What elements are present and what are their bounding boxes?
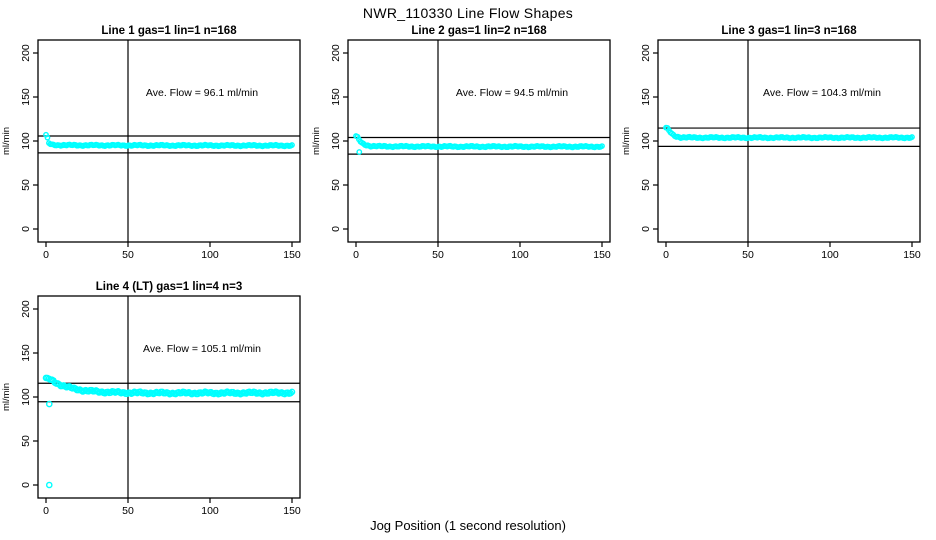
y-tick-label: 0 — [330, 226, 342, 232]
x-tick-label: 150 — [593, 249, 611, 261]
y-axis-title: ml/min — [621, 127, 632, 155]
data-point — [251, 388, 259, 396]
figure-title: NWR_110330 Line Flow Shapes — [362, 5, 574, 21]
panel-title: Line 3 gas=1 lin=3 n=168 — [721, 25, 857, 37]
y-tick-label: 50 — [640, 179, 652, 191]
x-tick-label: 0 — [43, 249, 49, 261]
data-point — [289, 142, 295, 148]
panel-plot: Line 3 gas=1 lin=3 n=168 0 50 100 150 0 50 100 1… — [621, 25, 921, 261]
x-tick-label: 0 — [43, 505, 49, 517]
data-point — [599, 143, 605, 150]
plot-box — [347, 39, 611, 243]
x-tick-label: 0 — [663, 249, 669, 261]
ave-flow-annotation: Ave. Flow = 105.1 ml/min — [143, 343, 261, 355]
y-tick-label: 150 — [20, 88, 32, 106]
outlier-point — [45, 481, 53, 489]
x-tick-label: 100 — [201, 505, 219, 517]
ave-flow-annotation: Ave. Flow = 96.1 ml/min — [146, 87, 258, 99]
x-tick-label: 50 — [122, 249, 134, 261]
panel-line-3: Line 3 gas=1 lin=3 n=168 0 50 100 150 0 50 100 1… — [620, 22, 932, 267]
panel-line-2: Line 2 gas=1 lin=2 n=168 0 50 100 150 0 50 100 1… — [310, 22, 622, 267]
x-tick-label: 50 — [122, 505, 134, 517]
outlier-point — [356, 149, 363, 155]
x-tick-label: 100 — [201, 249, 219, 261]
panel-plot: Line 4 (LT) gas=1 lin=4 n=3 0 50 100 150 0 50 1… — [1, 281, 301, 517]
panel-line-4: Line 4 (LT) gas=1 lin=4 n=3 0 50 100 150 0 50 1… — [0, 278, 312, 523]
y-tick-label: 50 — [330, 179, 342, 191]
panel-title: Line 2 gas=1 lin=2 n=168 — [411, 25, 547, 37]
x-axis-title: Jog Position (1 second resolution) — [370, 518, 566, 533]
y-tick-label: 100 — [640, 132, 652, 150]
y-tick-label: 150 — [330, 88, 342, 106]
y-tick-label: 200 — [640, 44, 652, 62]
x-tick-label: 150 — [283, 505, 301, 517]
y-tick-label: 200 — [20, 300, 32, 318]
y-axis-title: ml/min — [1, 127, 12, 155]
y-tick-label: 50 — [20, 435, 32, 447]
ave-flow-annotation: Ave. Flow = 94.5 ml/min — [456, 87, 568, 99]
panel-title: Line 1 gas=1 lin=1 n=168 — [101, 25, 237, 37]
panel-plot: Line 1 gas=1 lin=1 n=168 0 50 100 150 0 50 100 1… — [1, 25, 301, 261]
x-tick-label: 100 — [511, 249, 529, 261]
y-axis-title: ml/min — [311, 127, 322, 155]
x-tick-label: 150 — [903, 249, 921, 261]
data-point — [909, 134, 915, 140]
ave-flow-annotation: Ave. Flow = 104.3 ml/min — [763, 87, 881, 99]
y-tick-label: 200 — [20, 44, 32, 62]
panel-line-1: Line 1 gas=1 lin=1 n=168 0 50 100 150 0 50 100 1… — [0, 22, 312, 267]
y-tick-label: 150 — [20, 344, 32, 362]
y-tick-label: 0 — [640, 226, 652, 232]
y-tick-label: 50 — [20, 179, 32, 191]
plot-box — [37, 39, 301, 243]
x-tick-label: 50 — [432, 249, 444, 261]
y-tick-label: 200 — [330, 44, 342, 62]
outlier-point — [45, 400, 53, 408]
panel-plot: Line 2 gas=1 lin=2 n=168 0 50 100 150 0 50 100 1… — [311, 25, 611, 261]
x-tick-label: 100 — [821, 249, 839, 261]
x-tick-label: 150 — [283, 249, 301, 261]
data-point — [288, 388, 296, 396]
y-tick-label: 150 — [640, 88, 652, 106]
y-tick-label: 0 — [20, 226, 32, 232]
data-point — [44, 134, 51, 141]
x-tick-label: 0 — [353, 249, 359, 261]
y-tick-label: 100 — [330, 132, 342, 150]
data-point — [287, 389, 294, 397]
y-axis-title: ml/min — [1, 383, 12, 411]
y-tick-label: 100 — [20, 388, 32, 406]
data-point — [142, 389, 150, 397]
panel-title: Line 4 (LT) gas=1 lin=4 n=3 — [96, 281, 242, 293]
y-tick-label: 0 — [20, 482, 32, 488]
y-tick-label: 100 — [20, 132, 32, 150]
x-tick-label: 50 — [742, 249, 754, 261]
